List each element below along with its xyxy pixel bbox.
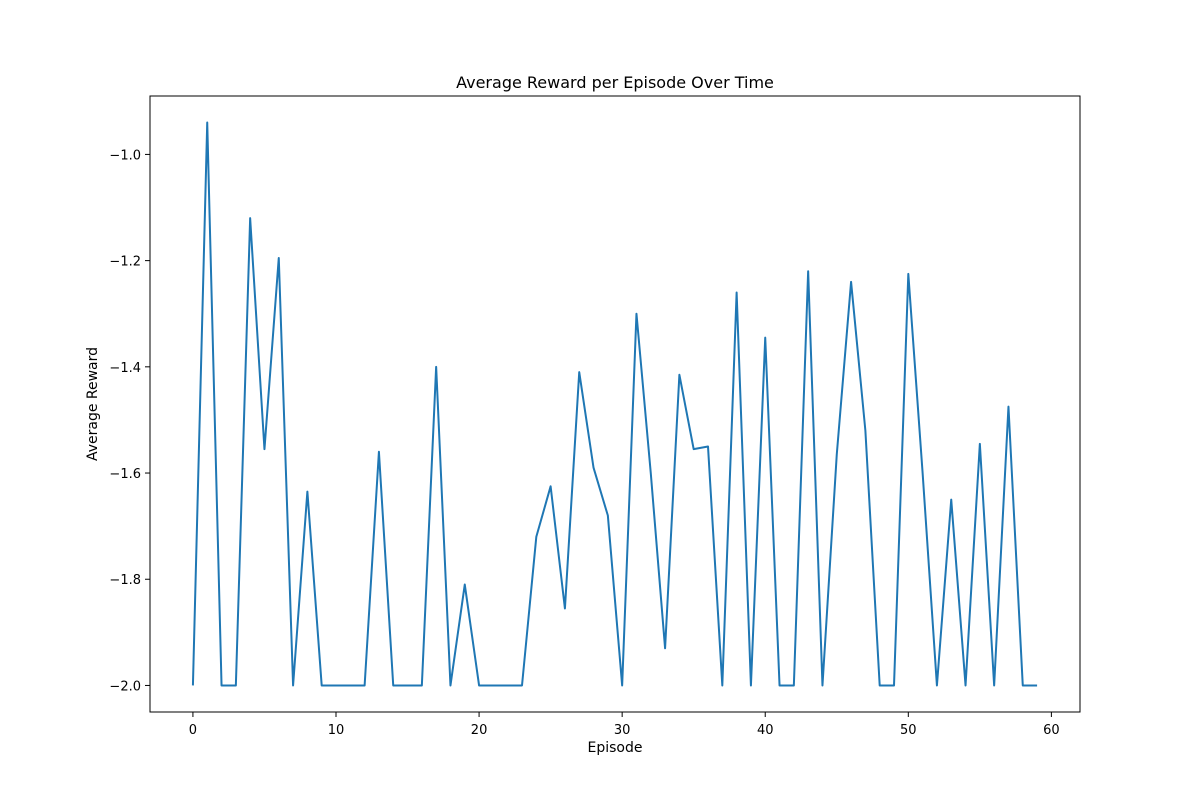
y-tick-label: −1.8 <box>109 573 141 588</box>
axes-frame <box>149 95 1081 713</box>
y-tick-label: −1.0 <box>109 148 141 163</box>
y-tick-label: −1.4 <box>109 361 141 376</box>
y-tick-label: −1.6 <box>109 467 141 482</box>
series-line <box>191 121 1038 687</box>
chart-title: Average Reward per Episode Over Time <box>456 73 774 92</box>
x-tick-label: 20 <box>471 723 488 738</box>
y-tick-label: −1.2 <box>109 255 141 270</box>
y-tick-label: −2.0 <box>109 679 141 694</box>
x-tick-label: 50 <box>900 723 917 738</box>
x-tick-label: 30 <box>614 723 631 738</box>
y-axis-label: Average Reward <box>85 347 101 461</box>
x-tick-label: 10 <box>328 723 345 738</box>
x-tick-label: 60 <box>1043 723 1060 738</box>
x-axis-label: Episode <box>588 740 643 756</box>
x-tick-label: 0 <box>189 723 197 738</box>
plot-area: 0 10 20 30 40 50 60 −2.0 −1.8 −1.6 −1.4 −1.2 −1.0 <box>109 95 1081 738</box>
x-tick-label: 40 <box>757 723 774 738</box>
